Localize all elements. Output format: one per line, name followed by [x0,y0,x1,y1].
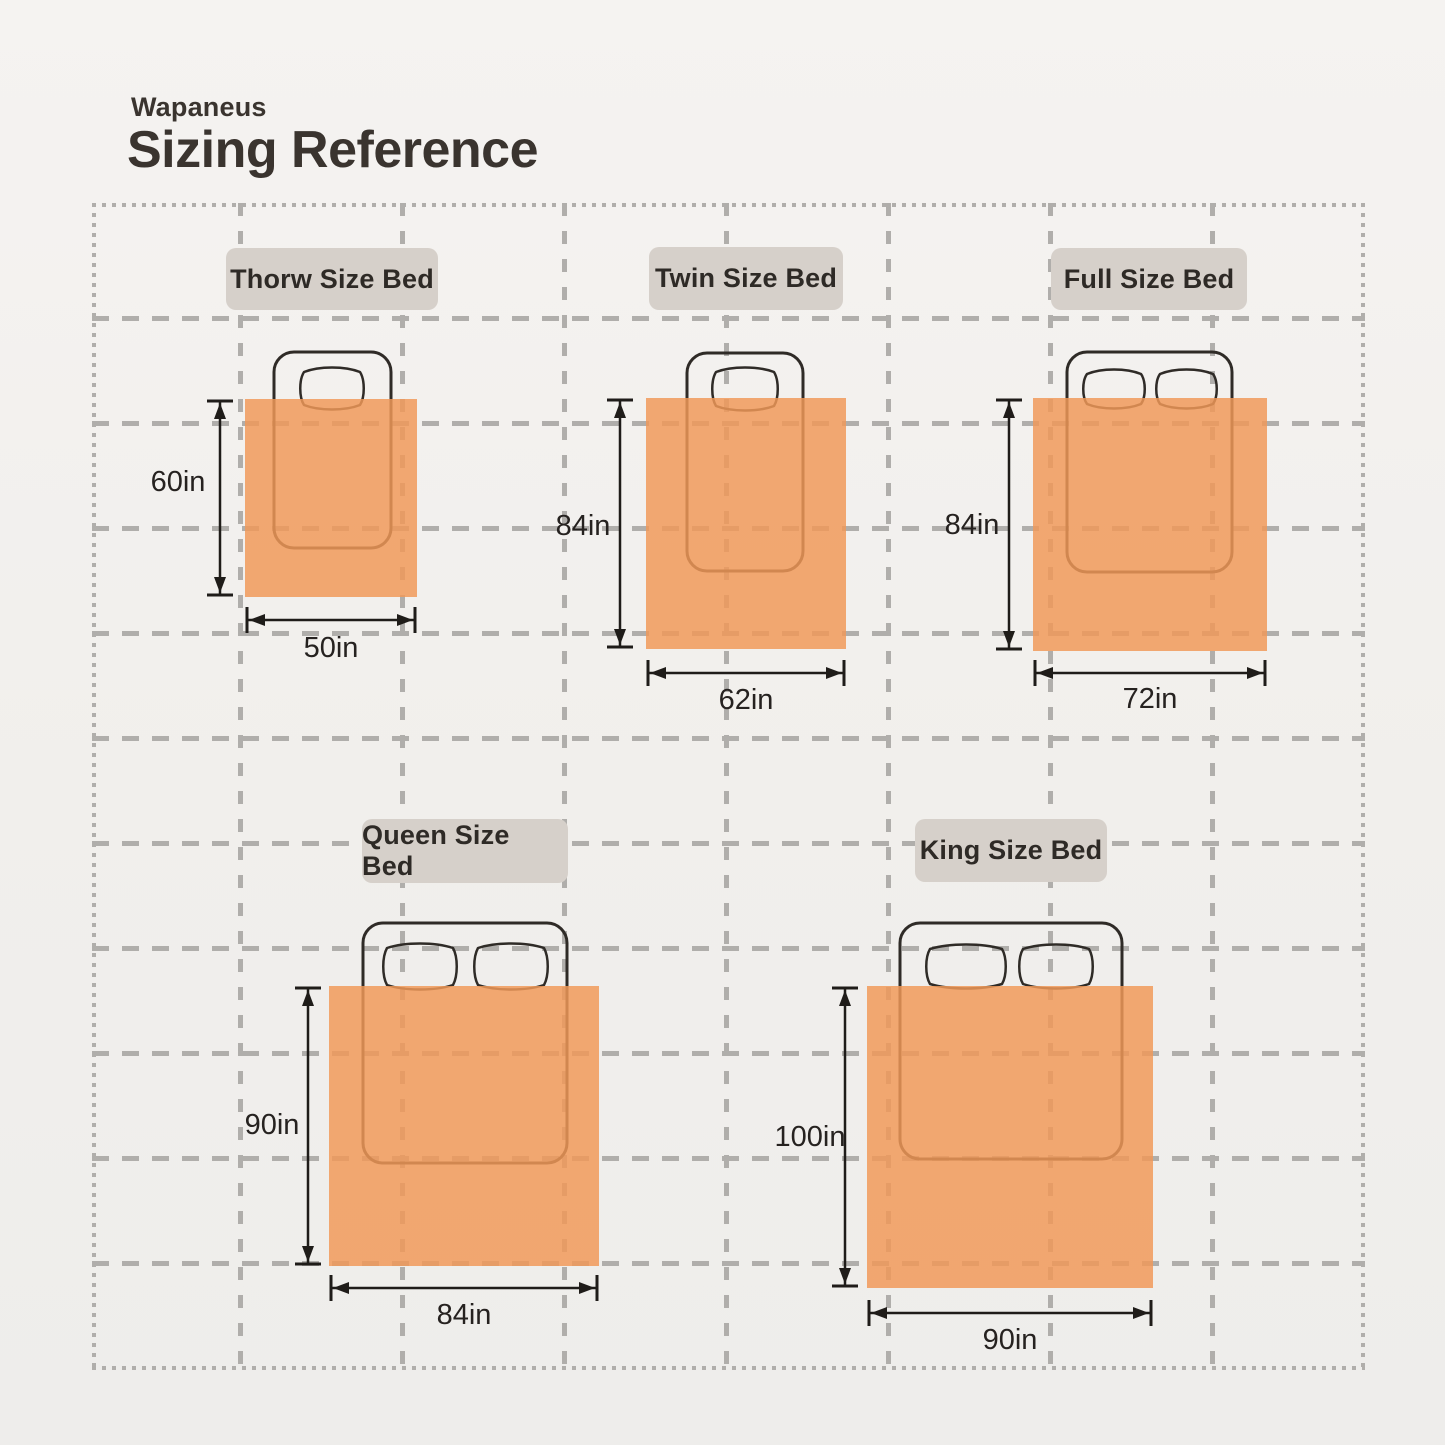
size-label: Full Size Bed [1051,248,1247,310]
blanket-height-value: 84in [555,510,611,542]
blanket-width-value: 90in [982,1324,1038,1356]
width-dimension-arrow [867,1300,1153,1326]
blanket-height-value: 90in [244,1109,300,1141]
height-dimension-arrow [996,398,1022,651]
height-dimension-arrow [295,986,321,1266]
height-dimension-arrow [832,986,858,1288]
blanket-width-value: 50in [303,632,359,664]
blanket-width-value: 62in [718,684,774,716]
size-label: Queen Size Bed [362,819,568,883]
height-dimension-arrow [607,398,633,649]
width-dimension-arrow [329,1275,599,1301]
blanket-overlay [329,986,599,1266]
blanket-width-value: 84in [436,1299,492,1331]
size-label: Thorw Size Bed [226,248,438,310]
grid-line [1210,203,1215,1370]
blanket-overlay [1033,398,1267,651]
blanket-height-value: 84in [944,509,1000,541]
grid-line [562,203,567,1370]
width-dimension-arrow [646,660,846,686]
pillow-icon [382,942,458,991]
grid-line [92,203,96,1370]
blanket-overlay [867,986,1153,1288]
blanket-overlay [646,398,846,649]
size-label: Twin Size Bed [649,247,843,310]
grid-line [400,203,405,1370]
width-dimension-arrow [245,607,417,633]
blanket-width-value: 72in [1122,683,1178,715]
blanket-height-value: 100in [774,1121,846,1153]
brand-name: Wapaneus [131,92,267,122]
pillow-icon [1018,943,1094,990]
grid-line [238,203,243,1370]
blanket-overlay [245,399,417,597]
height-dimension-arrow [207,399,233,597]
page-title: Sizing Reference [127,121,539,179]
grid-line [886,203,891,1370]
grid-line [1048,203,1053,1370]
grid-line [1361,203,1365,1370]
width-dimension-arrow [1033,660,1267,686]
pillow-icon [473,942,549,991]
pillow-icon [925,943,1007,990]
blanket-height-value: 60in [150,466,206,498]
size-label: King Size Bed [915,819,1107,882]
grid-line [724,203,729,1370]
